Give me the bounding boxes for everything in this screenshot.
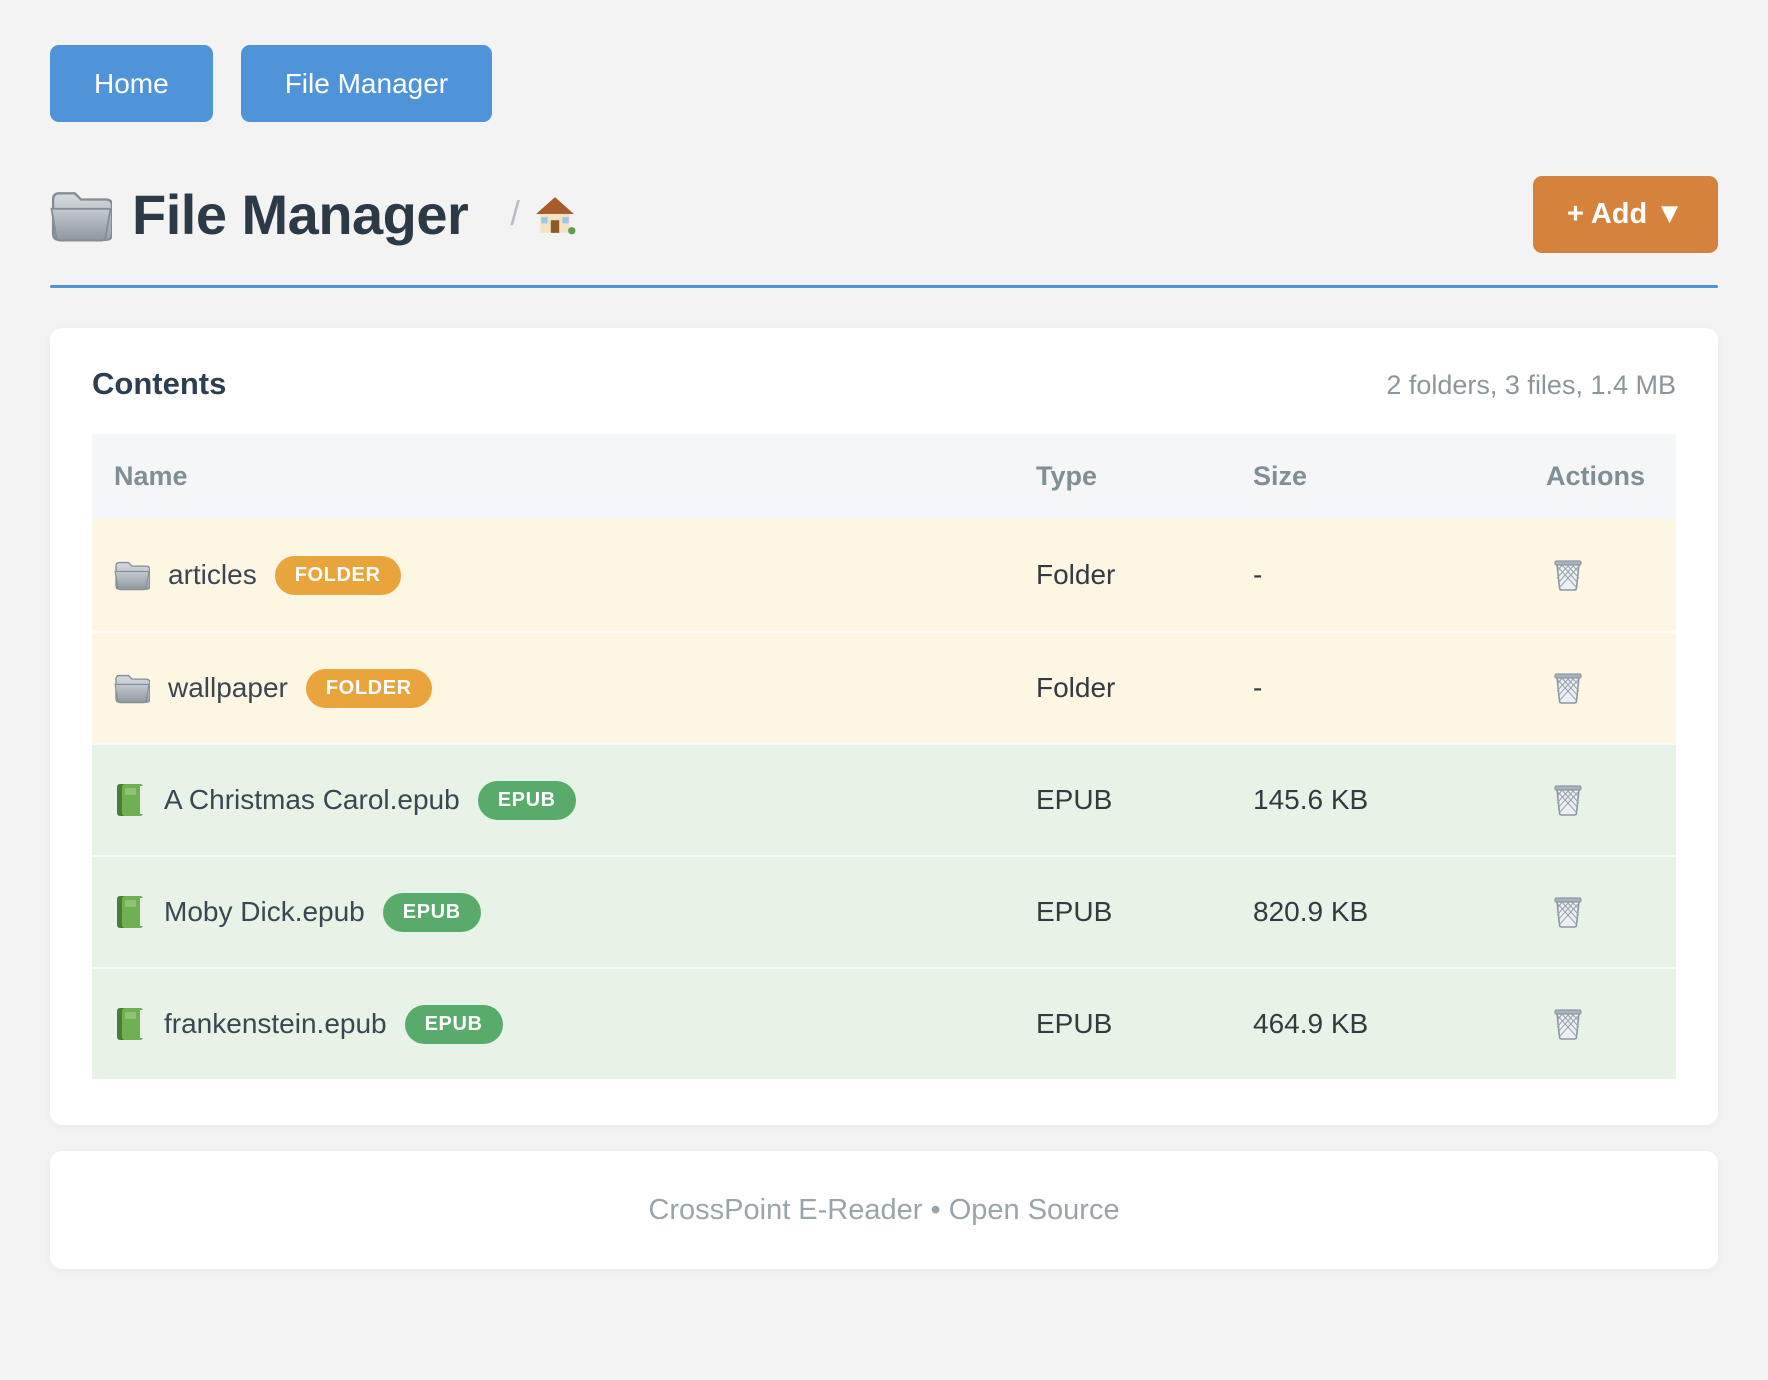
table-row[interactable]: A Christmas Carol.epub EPUB EPUB 145.6 K… [92,743,1676,855]
header-divider [50,285,1718,288]
folder-badge: FOLDER [274,555,401,595]
type-cell: Folder [1036,559,1116,590]
file-manager-button[interactable]: File Manager [240,45,493,122]
column-header-actions: Actions [1546,461,1646,491]
green-book-icon [114,894,146,930]
epub-badge: EPUB [477,780,576,820]
size-cell: 820.9 KB [1253,896,1369,927]
type-cell: EPUB [1036,784,1113,815]
column-header-name: Name [114,461,188,491]
column-header-type: Type [1036,461,1098,491]
folder-icon [114,559,150,591]
table-row[interactable]: articles FOLDER Folder - [92,519,1676,631]
file-manager-page: Home File Manager File Manager / + Add ▼… [50,0,1718,1269]
contents-card: Contents 2 folders, 3 files, 1.4 MB Name… [50,328,1718,1125]
green-book-icon [114,782,146,818]
footer: CrossPoint E-Reader • Open Source [50,1151,1718,1269]
home-button[interactable]: Home [50,45,213,122]
file-name[interactable]: Moby Dick.epub [164,896,365,927]
trash-icon[interactable] [1546,776,1590,822]
size-cell: - [1253,672,1263,703]
breadcrumb-separator: / [510,195,520,233]
epub-badge: EPUB [382,892,481,932]
add-button[interactable]: + Add ▼ [1532,176,1718,253]
contents-title: Contents [92,366,227,401]
trash-icon[interactable] [1546,1000,1590,1046]
trash-icon[interactable] [1546,664,1590,710]
home-icon[interactable] [534,195,576,235]
size-cell: - [1253,559,1263,590]
size-cell: 464.9 KB [1253,1008,1369,1039]
file-name[interactable]: articles [168,559,257,590]
epub-badge: EPUB [404,1004,503,1044]
green-book-icon [114,1006,146,1042]
page-header: File Manager / + Add ▼ [50,176,1718,253]
table-header-row: Name Type Size Actions [92,434,1676,519]
table-row[interactable]: Moby Dick.epub EPUB EPUB 820.9 KB [92,855,1676,967]
breadcrumb: / [510,195,576,235]
folder-icon [50,187,112,243]
table-row[interactable]: frankenstein.epub EPUB EPUB 464.9 KB [92,967,1676,1079]
top-nav: Home File Manager [50,0,1718,122]
trash-icon[interactable] [1546,551,1590,597]
file-name[interactable]: wallpaper [168,672,288,703]
footer-text: CrossPoint E-Reader • Open Source [648,1193,1120,1226]
file-table: Name Type Size Actions articles FOLDER F… [92,434,1676,1079]
file-name[interactable]: frankenstein.epub [164,1008,387,1039]
file-name[interactable]: A Christmas Carol.epub [164,784,460,815]
type-cell: Folder [1036,672,1116,703]
type-cell: EPUB [1036,1008,1113,1039]
folder-badge: FOLDER [305,668,432,708]
size-cell: 145.6 KB [1253,784,1369,815]
trash-icon[interactable] [1546,888,1590,934]
type-cell: EPUB [1036,896,1113,927]
folder-icon [114,672,150,704]
table-row[interactable]: wallpaper FOLDER Folder - [92,631,1676,743]
column-header-size: Size [1253,461,1308,491]
contents-summary: 2 folders, 3 files, 1.4 MB [1386,370,1676,400]
page-title: File Manager [132,183,469,246]
